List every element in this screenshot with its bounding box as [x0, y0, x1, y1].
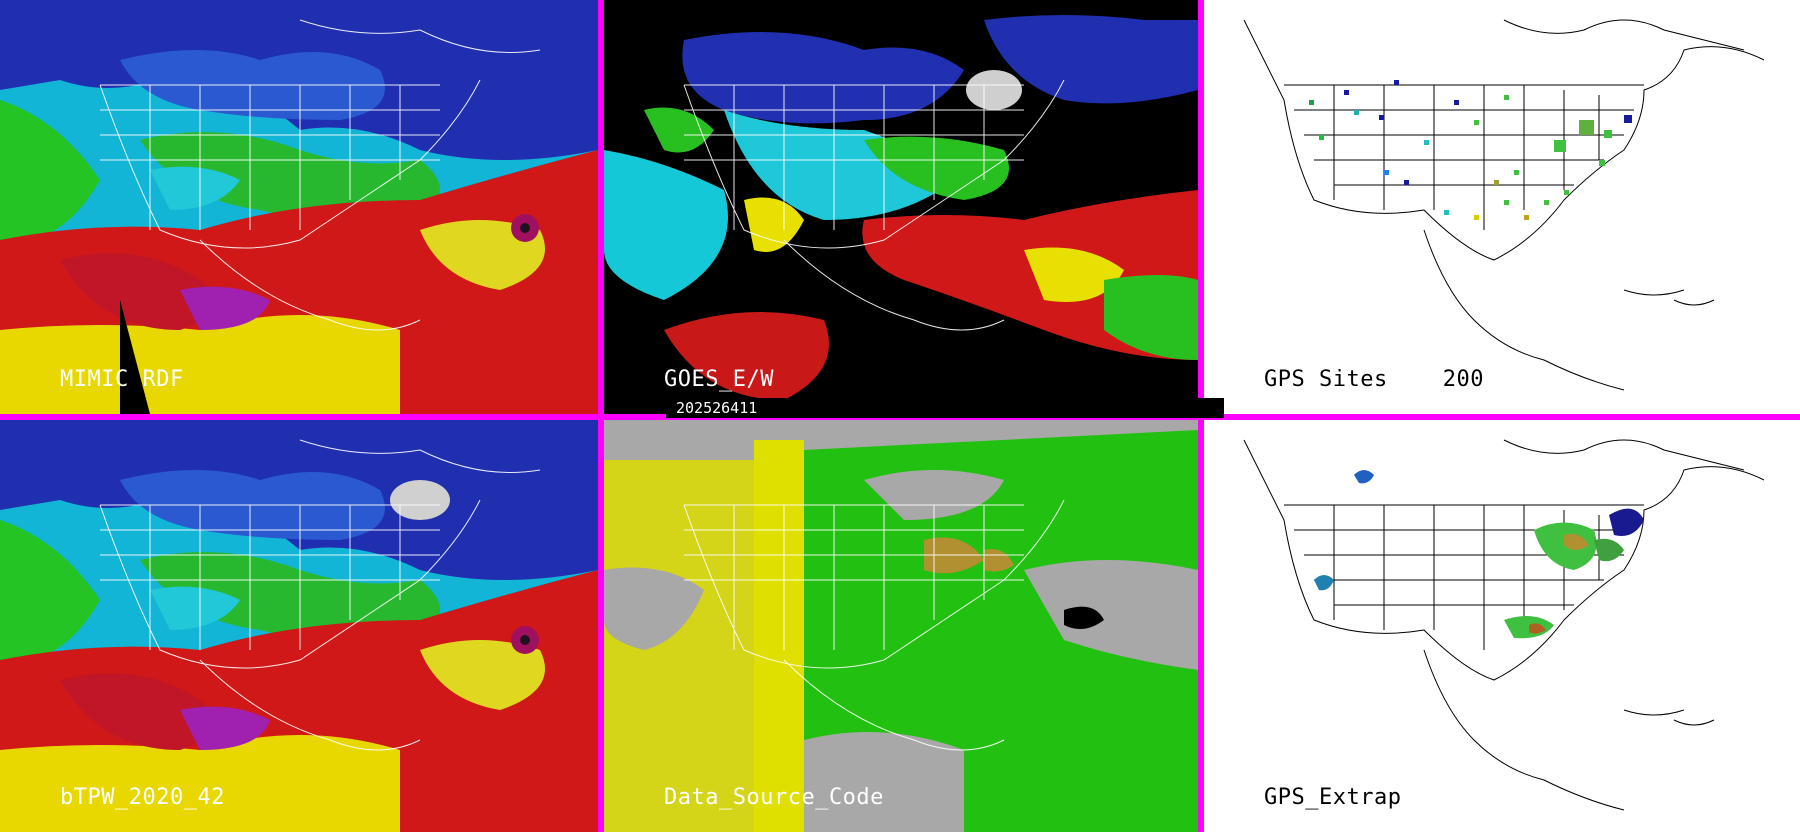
data-source-panel: Data_Source_Code — [604, 420, 1198, 832]
gps-sites-panel: GPS Sites 200 — [1204, 0, 1800, 414]
gps-extrap-map — [1243, 439, 1765, 811]
panel-label-btpw: bTPW_2020_42 — [60, 785, 225, 810]
gps-sites-title: GPS Sites — [1264, 367, 1388, 392]
gps-sites-map — [1243, 19, 1765, 391]
panel-label-data-source: Data_Source_Code — [664, 785, 884, 810]
gps-extrap-panel: GPS_Extrap — [1204, 420, 1800, 832]
panel-label-gps-extrap: GPS_Extrap — [1264, 785, 1402, 810]
gps-site-markers — [1309, 80, 1632, 220]
data-source-map — [604, 420, 1198, 832]
panel-label-gps-sites: GPS Sites 200 — [1264, 367, 1484, 392]
panel-label-goes: GOES_E/W — [664, 367, 774, 392]
goes-panel: GOES_E/W — [604, 0, 1198, 414]
btpw-map — [0, 420, 598, 832]
gps-extrap-regions — [1314, 470, 1644, 639]
timestamp-bar: 202526411 — [666, 398, 1224, 418]
gps-sites-count: 200 — [1442, 367, 1484, 392]
goes-map — [604, 0, 1198, 414]
mimic-rdf-panel: MIMIC RDF — [0, 0, 598, 414]
mimic-rdf-map — [0, 0, 598, 414]
btpw-panel: bTPW_2020_42 — [0, 420, 598, 832]
panel-label-mimic: MIMIC RDF — [60, 367, 184, 392]
